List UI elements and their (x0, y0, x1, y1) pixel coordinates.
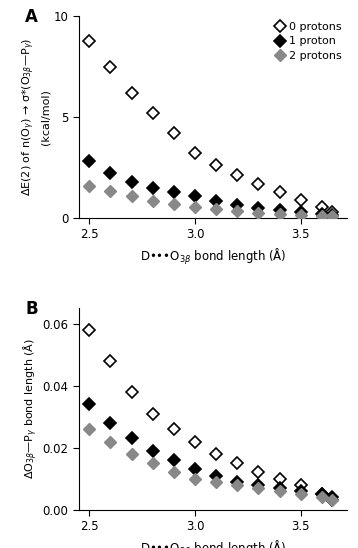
Legend: 0 protons, 1 proton, 2 protons: 0 protons, 1 proton, 2 protons (276, 22, 342, 61)
X-axis label: D•••O$_{3\beta}$ bond length (Å): D•••O$_{3\beta}$ bond length (Å) (140, 247, 286, 267)
Y-axis label: ΔO$_{3\beta}$—P$_{\gamma}$ bond length (Å): ΔO$_{3\beta}$—P$_{\gamma}$ bond length (… (21, 339, 40, 480)
Text: A: A (25, 8, 38, 26)
X-axis label: D•••O$_{3\beta}$ bond length (Å): D•••O$_{3\beta}$ bond length (Å) (140, 539, 286, 548)
Y-axis label: ΔE(2) of n(O$_{\gamma}$) → σ*(O$_{3\beta}$—P$_{\gamma}$)
(kcal/mol): ΔE(2) of n(O$_{\gamma}$) → σ*(O$_{3\beta… (21, 38, 51, 196)
Text: B: B (25, 300, 38, 318)
